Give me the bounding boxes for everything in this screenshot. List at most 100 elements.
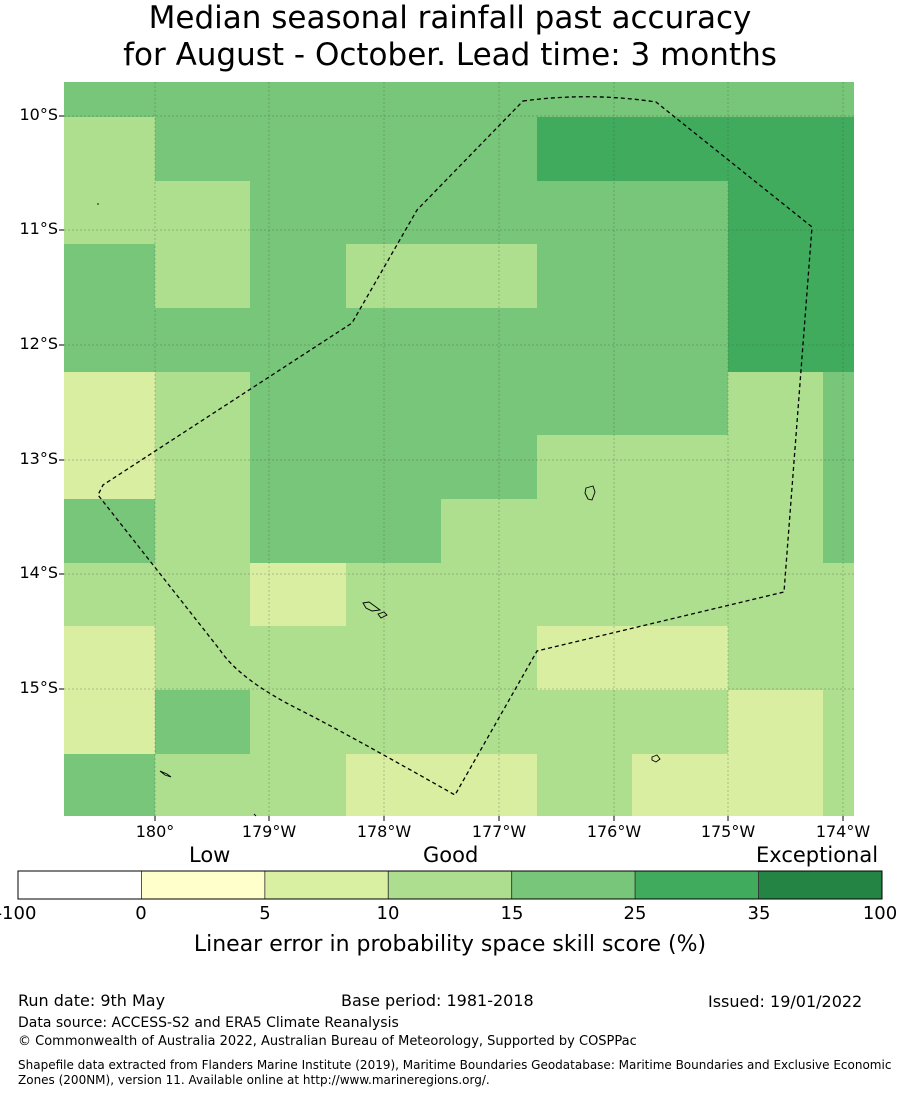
legend-swatch <box>511 870 636 900</box>
lat-label: 13°S <box>19 449 58 468</box>
legend-tick: 5 <box>259 903 271 924</box>
grid-cell <box>537 754 632 816</box>
grid-cell <box>728 244 854 308</box>
legend-colorbar <box>17 870 883 900</box>
grid-cell <box>155 754 346 816</box>
grid-cell <box>155 372 250 435</box>
grid-cell <box>250 372 728 435</box>
grid-cell <box>823 435 854 499</box>
legend-category-low: Low <box>189 843 231 867</box>
legend-swatch <box>17 870 142 900</box>
legend-swatch <box>387 870 513 900</box>
lon-label: 175°W <box>700 822 756 841</box>
grid-cell <box>823 499 854 563</box>
grid-cell <box>64 626 155 690</box>
grid-cell <box>728 181 854 244</box>
grid-cell <box>728 372 823 435</box>
grid-cell <box>728 690 823 754</box>
island <box>651 754 661 763</box>
grid-cell <box>64 308 728 372</box>
legend-title: Linear error in probability space skill … <box>193 932 707 957</box>
legend-swatch <box>141 870 266 900</box>
lat-label: 11°S <box>19 219 58 238</box>
grid-cell <box>64 563 250 626</box>
legend-swatch <box>634 870 759 900</box>
grid-cell <box>346 754 537 816</box>
lon-label: 180° <box>135 822 175 841</box>
grid-cell <box>155 244 250 308</box>
grid-cell <box>728 626 854 690</box>
grid-cell <box>823 754 854 816</box>
grid-cell <box>64 435 155 499</box>
grid-cell <box>64 690 155 754</box>
lat-label: 14°S <box>19 563 58 582</box>
lon-label: 174°W <box>815 822 871 841</box>
title-line-2: for August - October. Lead time: 3 month… <box>123 37 777 73</box>
island <box>253 813 257 817</box>
islands <box>97 203 661 817</box>
grid-cell <box>250 563 346 626</box>
legend-tick: 35 <box>747 903 771 924</box>
grid-cell <box>346 563 854 626</box>
grid-cell <box>155 435 250 499</box>
grid-cell <box>155 499 250 563</box>
issued-date: Issued: 19/01/2022 <box>708 992 863 1011</box>
lon-label: 177°W <box>471 822 527 841</box>
grid-cell <box>250 690 728 754</box>
legend-category-exceptional: Exceptional <box>756 843 879 867</box>
skill-grid <box>64 82 854 816</box>
grid-cell <box>537 117 854 181</box>
data-source: Data source: ACCESS-S2 and ERA5 Climate … <box>18 1015 399 1031</box>
grid-cell <box>64 754 155 816</box>
shapefile-credit-line-2: Zones (200NM), version 11. Available onl… <box>18 1073 490 1087</box>
grid-cell <box>537 435 823 499</box>
grid-cell <box>64 181 250 244</box>
legend-tick: 10 <box>376 903 400 924</box>
grid-cell <box>537 244 728 308</box>
grid-cell <box>823 690 854 754</box>
map-title: Median seasonal rainfall past accuracy f… <box>0 0 900 74</box>
lat-label: 12°S <box>19 334 58 353</box>
island <box>584 485 596 501</box>
grid-cell <box>441 499 823 563</box>
grid-cell <box>64 82 854 117</box>
base-period: Base period: 1981-2018 <box>341 991 534 1010</box>
grid-cell <box>728 308 854 372</box>
lat-label: 15°S <box>19 678 58 697</box>
island <box>362 601 382 612</box>
island <box>377 611 388 619</box>
legend-tick: 25 <box>623 903 647 924</box>
grid-cell <box>250 499 441 563</box>
grid-cell <box>346 244 537 308</box>
grid-cell <box>250 435 537 499</box>
legend-border <box>17 870 883 900</box>
grid-cell <box>155 690 250 754</box>
legend-tick: 100 <box>862 903 898 924</box>
lon-label: 178°W <box>356 822 412 841</box>
grid-cell <box>823 372 854 435</box>
grid-cell <box>537 626 728 690</box>
axis-ticks <box>59 115 844 821</box>
copyright: © Commonwealth of Australia 2022, Austra… <box>18 1034 637 1049</box>
legend-category-good: Good <box>423 843 479 867</box>
legend-tick: 15 <box>500 903 524 924</box>
grid-cell <box>64 117 155 181</box>
run-date: Run date: 9th May <box>18 991 166 1010</box>
grid-cell <box>250 181 728 244</box>
legend-tick: 0 <box>135 903 147 924</box>
lon-label: 176°W <box>586 822 642 841</box>
grid-cell <box>155 626 537 690</box>
legend-tick: -100 <box>0 903 37 924</box>
legend-swatch <box>758 870 883 900</box>
grid-cell <box>64 244 155 308</box>
title-line-1: Median seasonal rainfall past accuracy <box>148 0 752 36</box>
grid-cell <box>632 754 823 816</box>
lat-label: 10°S <box>19 105 58 124</box>
lon-label: 179°W <box>241 822 297 841</box>
grid-cell <box>64 372 155 435</box>
shapefile-credit-line-1: Shapefile data extracted from Flanders M… <box>18 1058 892 1072</box>
grid-cell <box>155 117 537 181</box>
eez-boundary <box>97 96 813 796</box>
island <box>159 770 172 778</box>
